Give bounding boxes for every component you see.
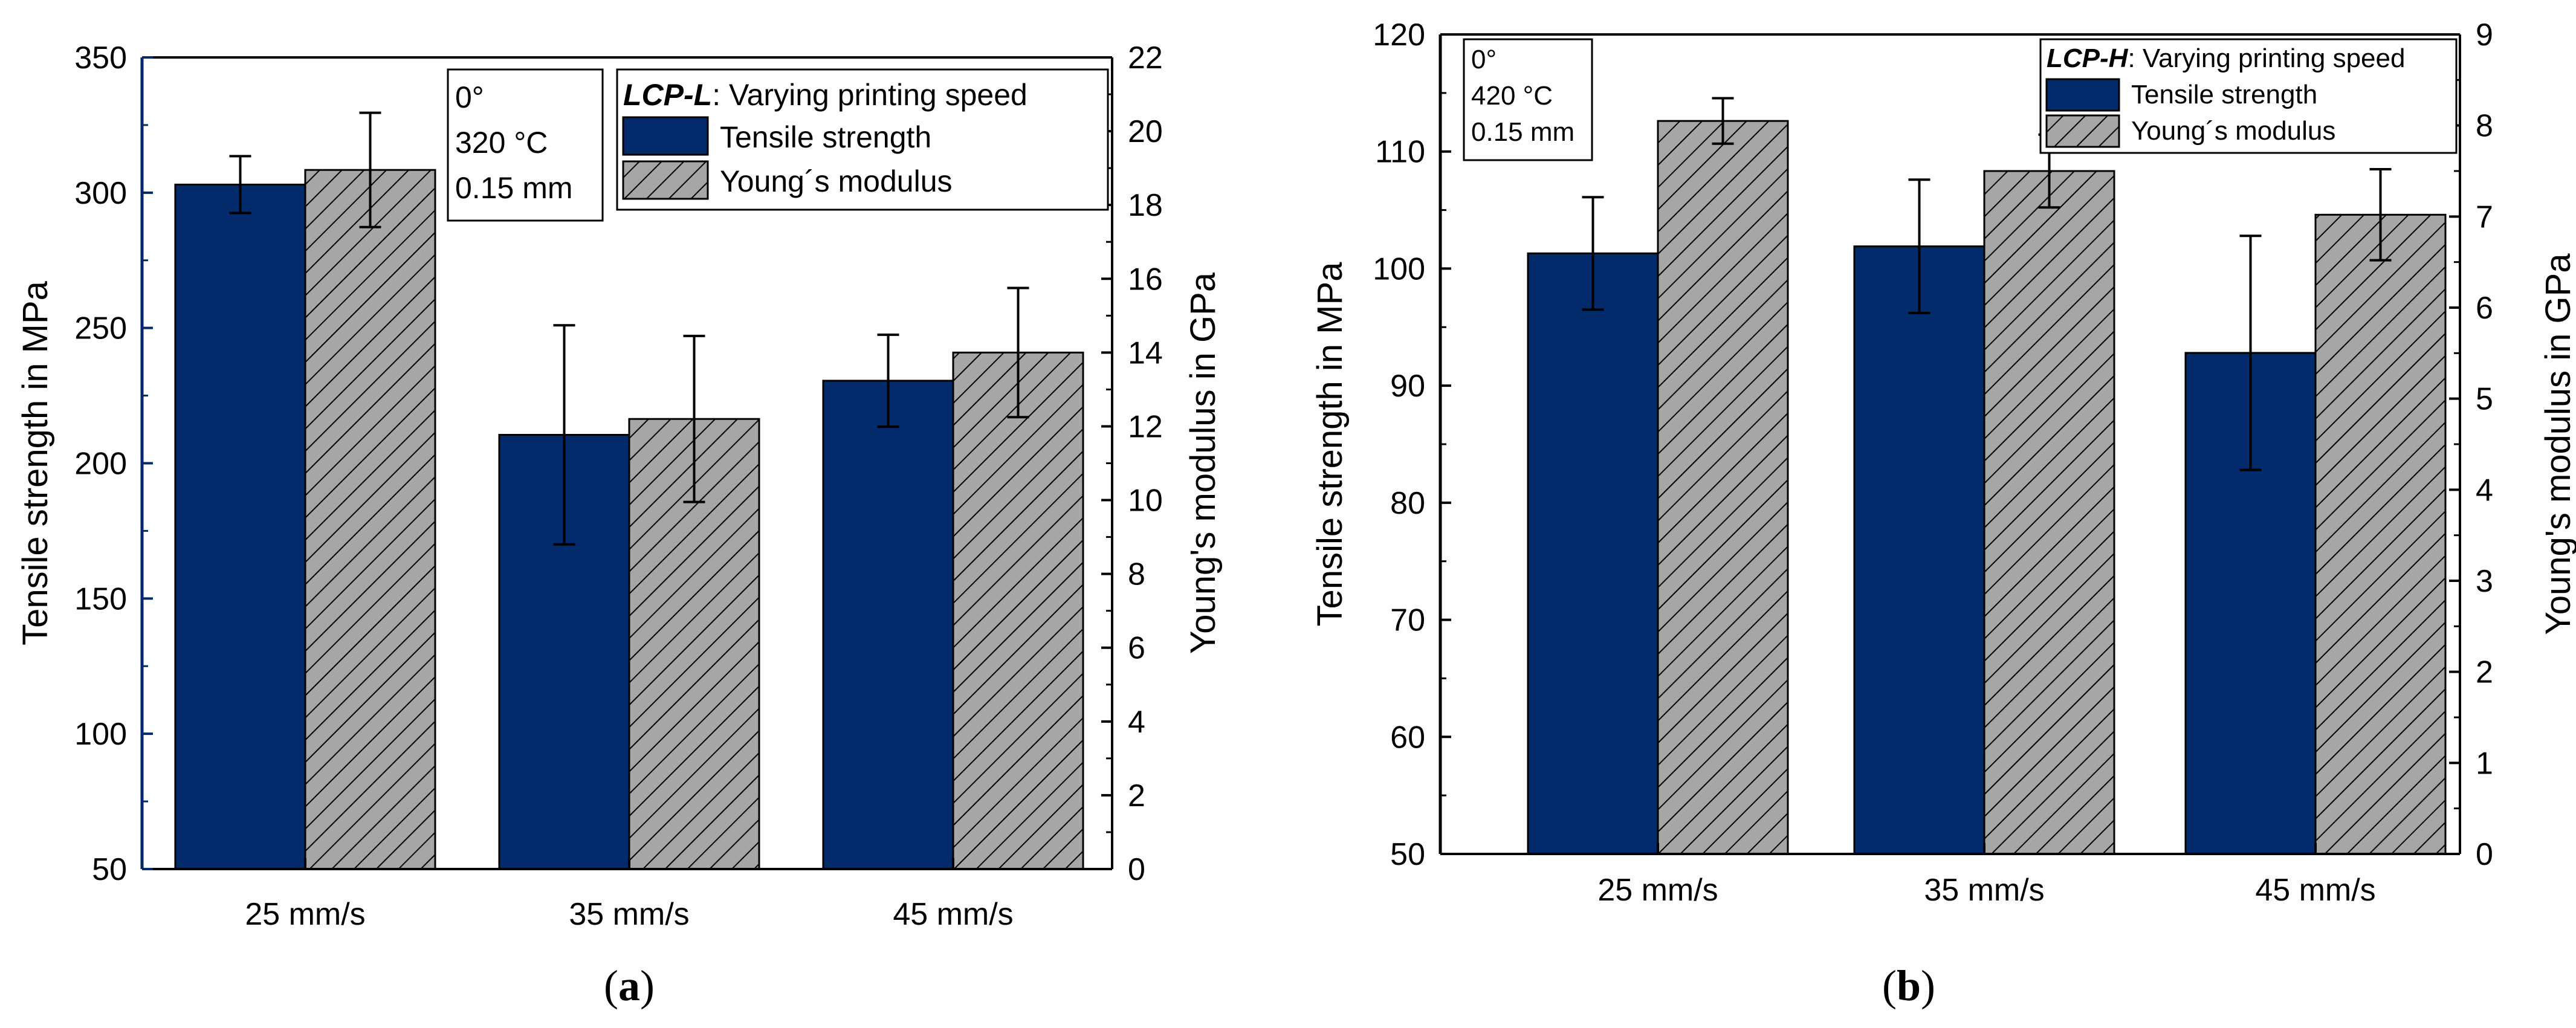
right-tick-label: 18 <box>1128 188 1163 223</box>
legend-title-bold: LCP-L <box>623 78 712 112</box>
panel-caption: (a) <box>604 962 655 1010</box>
legend-title: LCP-H: Varying printing speed <box>2047 44 2405 73</box>
legend-swatch-modulus <box>622 160 709 200</box>
legend-label: Tensile strength <box>720 120 931 154</box>
legend-title-bold: LCP-H <box>2047 44 2129 73</box>
x-tick-label: 25 mm/s <box>1597 873 1718 908</box>
x-tick-label: 35 mm/s <box>569 897 689 932</box>
x-tick-label: 25 mm/s <box>245 897 365 932</box>
info-line: 0.15 mm <box>455 171 573 205</box>
legend-title-rest: : Varying printing speed <box>2128 44 2405 73</box>
caption-paren: ) <box>640 962 655 1010</box>
right-tick-label: 14 <box>1128 335 1163 370</box>
bar-tensile <box>2184 352 2317 855</box>
legend-swatch-tensile <box>622 116 709 156</box>
panel-caption: (b) <box>1882 962 1935 1010</box>
right-tick-label: 0 <box>1128 852 1145 887</box>
left-tick-label: 350 <box>74 40 127 76</box>
left-axis-title: Tensile strength in MPa <box>16 280 55 645</box>
info-box <box>1463 38 1593 161</box>
left-tick-label: 250 <box>74 311 127 346</box>
bar-tensile <box>822 380 954 870</box>
caption-paren: ( <box>604 962 618 1010</box>
chart-panel-b: 50 60 70 80 90 100 110 120 0 1 2 3 4 5 6 7 8 9 25 mm/s 35 m… <box>1310 18 2576 1010</box>
left-tick-label: 300 <box>74 176 127 211</box>
bar-modulus <box>1983 170 2115 855</box>
info-line: 0° <box>455 80 484 114</box>
right-tick-label: 12 <box>1128 409 1163 444</box>
left-axis-title: Tensile strength in MPa <box>1310 262 1350 627</box>
right-tick-label: 16 <box>1128 262 1163 297</box>
left-tick-label: 50 <box>92 852 127 887</box>
x-tick-label: 45 mm/s <box>2255 873 2375 908</box>
legend-title-rest: : Varying printing speed <box>712 78 1027 112</box>
right-tick-label: 1 <box>2476 746 2493 781</box>
right-tick-label: 5 <box>2476 382 2493 417</box>
right-tick-label: 0 <box>2476 837 2493 872</box>
right-tick-label: 22 <box>1128 40 1163 76</box>
bar-modulus <box>2314 213 2447 855</box>
left-tick-label: 200 <box>74 447 127 482</box>
bar-tensile <box>1853 245 1985 855</box>
caption-letter: a <box>618 962 640 1010</box>
right-tick-label: 10 <box>1128 483 1163 519</box>
bar-tensile <box>174 183 306 870</box>
left-tick-label: 60 <box>1390 720 1425 755</box>
x-tick-label: 45 mm/s <box>893 897 1013 932</box>
legend-title: LCP-L: Varying printing speed <box>623 78 1027 112</box>
info-line: 0° <box>1471 45 1497 74</box>
left-tick-label: 100 <box>74 717 127 752</box>
x-tick-label: 35 mm/s <box>1924 873 2044 908</box>
left-tick-label: 70 <box>1390 603 1425 638</box>
right-tick-label: 2 <box>1128 778 1145 813</box>
right-tick-label: 9 <box>2476 18 2493 53</box>
left-tick-label: 120 <box>1373 18 1425 53</box>
legend-swatch-modulus <box>2045 114 2120 148</box>
legend-label: Young´s modulus <box>2131 116 2335 146</box>
right-tick-label: 6 <box>1128 631 1145 666</box>
right-tick-label: 4 <box>1128 705 1145 740</box>
left-tick-label: 110 <box>1375 135 1425 170</box>
caption-paren: ) <box>1921 962 1935 1010</box>
legend-swatch-tensile <box>2045 78 2120 112</box>
right-tick-label: 6 <box>2476 291 2493 326</box>
legend-label: Tensile strength <box>2131 80 2317 109</box>
right-tick-label: 4 <box>2476 473 2493 508</box>
bar-modulus <box>304 169 436 870</box>
right-axis-title: Young's modulus in GPa <box>1183 272 1223 654</box>
caption-letter: b <box>1897 962 1921 1010</box>
left-tick-label: 90 <box>1390 369 1425 404</box>
info-box <box>447 68 604 222</box>
info-line: 320 °C <box>455 126 548 160</box>
bar-modulus <box>952 351 1084 870</box>
right-tick-label: 8 <box>1128 557 1145 592</box>
right-tick-label: 3 <box>2476 564 2493 599</box>
info-line: 0.15 mm <box>1471 117 1574 147</box>
left-tick-label: 100 <box>1373 251 1425 286</box>
caption-paren: ( <box>1882 962 1897 1010</box>
info-line: 420 °C <box>1471 81 1553 111</box>
legend-label: Young´s modulus <box>720 164 953 198</box>
right-tick-label: 20 <box>1128 114 1163 149</box>
right-axis-title: Young's modulus in GPa <box>2539 253 2576 635</box>
right-tick-label: 7 <box>2476 199 2493 234</box>
left-tick-label: 50 <box>1390 837 1425 872</box>
chart-panel-a: 50 100 150 200 250 300 350 0 2 4 6 8 10 12 14 16 18 20 22 2… <box>16 40 1223 1010</box>
bar-modulus <box>1657 120 1789 855</box>
left-tick-label: 150 <box>74 581 127 616</box>
right-tick-label: 8 <box>2476 109 2493 144</box>
bar-tensile <box>1527 252 1659 855</box>
left-tick-label: 80 <box>1390 486 1425 521</box>
right-tick-label: 2 <box>2476 655 2493 690</box>
